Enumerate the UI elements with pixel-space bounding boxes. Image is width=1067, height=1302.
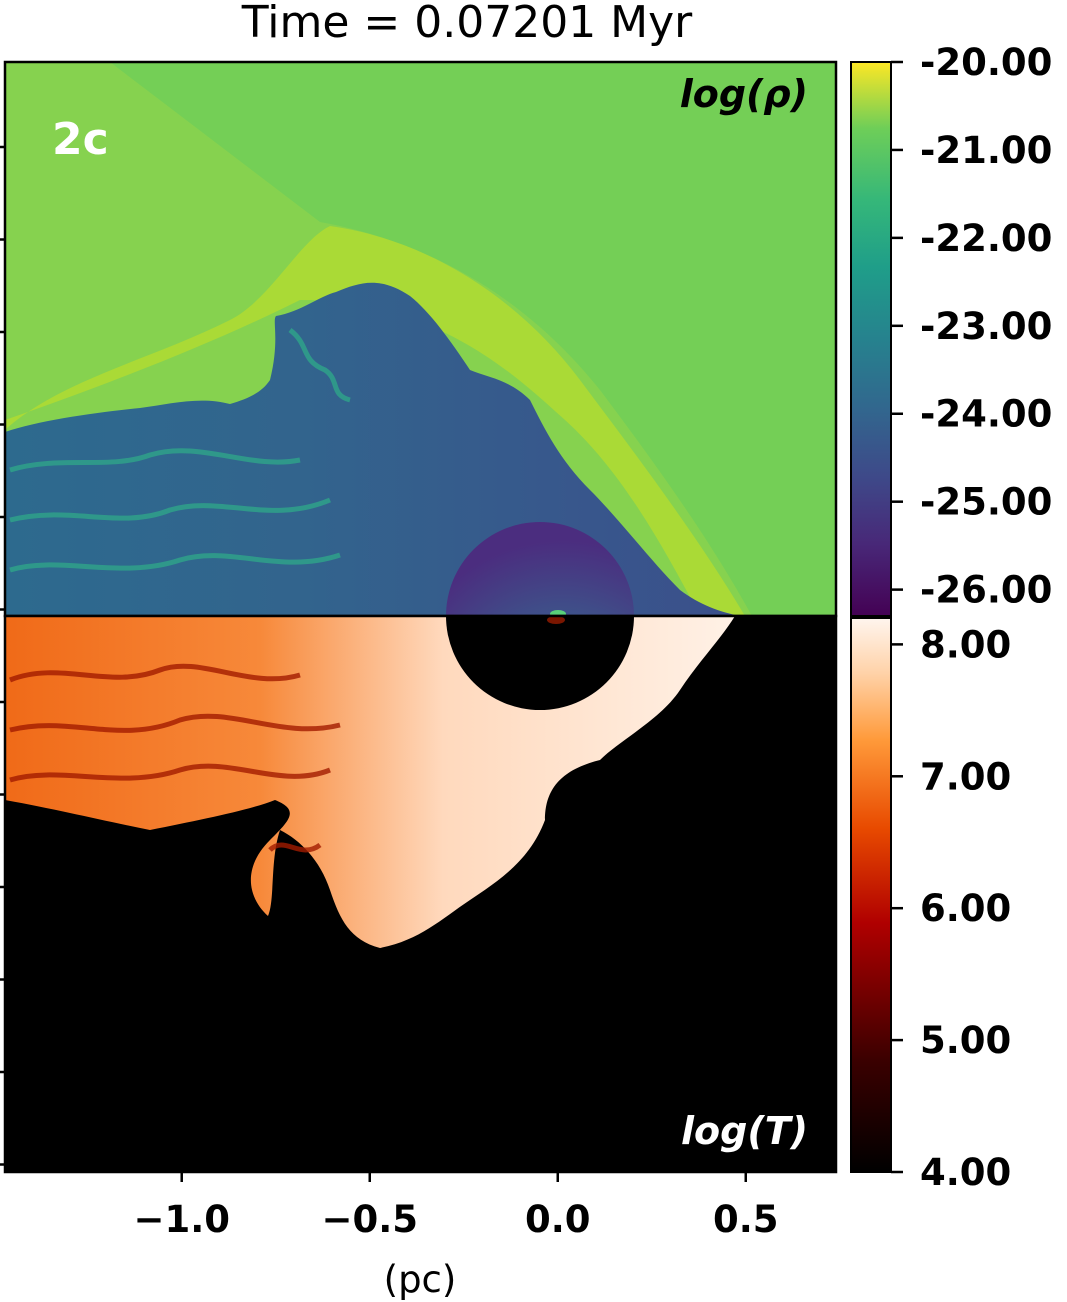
colorbar-tick-label: 7.00 (920, 755, 1011, 798)
x-axis-label: (pc) (384, 1258, 457, 1301)
density-colorbar-ticks: -20.00 -21.00 -22.00 -23.00 -24.00 -25.00 -26.… (891, 41, 1052, 612)
figure-title: Time = 0.07201 Myr (241, 0, 693, 48)
x-tick-label: 0.5 (713, 1198, 779, 1241)
temperature-panel (5, 616, 836, 1172)
colorbar-tick-label: 8.00 (920, 623, 1011, 666)
colorbar-tick-label: -21.00 (920, 129, 1052, 172)
colorbar-tick-label: -22.00 (920, 217, 1052, 260)
temperature-source-point (547, 616, 565, 624)
temperature-colorbar-ticks: 8.00 7.00 6.00 5.00 4.00 (891, 623, 1011, 1194)
colorbar-tick-label: -20.00 (920, 41, 1052, 84)
colorbar-tick-label: -26.00 (920, 569, 1052, 612)
density-colorbar (850, 61, 892, 617)
colorbar-tick-label: 6.00 (920, 887, 1011, 930)
colorbar-tick-label: 4.00 (920, 1151, 1011, 1194)
x-tick-label: 0.0 (525, 1198, 591, 1241)
temperature-colorbar (850, 617, 892, 1173)
temperature-central-cavity (446, 616, 634, 710)
colorbar-tick-label: -25.00 (920, 481, 1052, 524)
x-axis: −1.0 −0.5 0.0 0.5 (133, 1172, 779, 1241)
temperature-cool-filaments (9, 663, 341, 853)
colorbar-tick-label: 5.00 (920, 1019, 1011, 1062)
panel-tag: 2c (52, 114, 109, 165)
density-filaments (9, 328, 351, 573)
colorbar-tick-label: -23.00 (920, 305, 1052, 348)
x-tick-label: −0.5 (321, 1198, 418, 1241)
y-axis-ticks (0, 145, 5, 1166)
density-central-cavity (446, 522, 634, 616)
temperature-panel-label: log(T) (681, 1109, 808, 1153)
x-tick-label: −1.0 (133, 1198, 230, 1241)
temperature-frame (3, 614, 838, 1174)
density-source-point (550, 610, 566, 616)
colorbar-tick-label: -24.00 (920, 393, 1052, 436)
density-panel (5, 62, 836, 616)
density-panel-label: log(ρ) (680, 72, 808, 116)
